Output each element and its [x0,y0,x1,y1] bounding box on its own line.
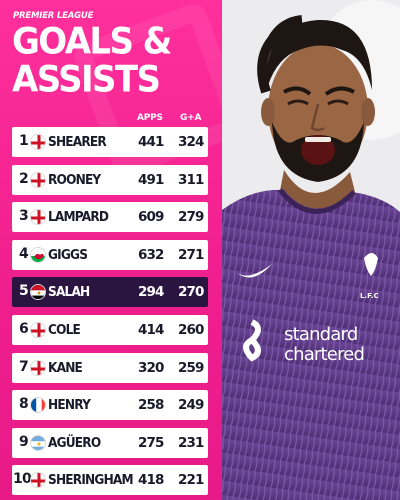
player-ga: 260 [178,321,204,338]
france-flag-icon [30,397,46,414]
player-ga: 249 [178,397,204,414]
player-ga: 271 [178,246,204,263]
player-apps: 491 [138,171,164,188]
table-row: 4 GIGGS 632 271 [12,239,208,270]
player-rank: 9 [19,433,29,450]
table-row: 6 COLE 414 260 [12,314,208,345]
player-apps: 441 [138,134,164,150]
table-row: 1 SHEARER 441 324 [12,127,208,157]
rankings-list: 1 SHEARER 441 324 2 ROONEY 491 311 3 LAMPARD 609 27… [12,127,208,500]
player-ga: 324 [178,134,204,150]
player-name: SHERINGHAM [48,472,134,489]
player-rank: 7 [19,358,29,375]
player-photo: L.F.C standard chartered [222,0,400,500]
player-name: GIGGS [48,246,88,263]
player-apps: 632 [138,246,164,263]
player-rank: 5 [19,283,29,300]
table-row: 8 HENRY 258 249 [12,390,208,421]
player-name: HENRY [48,397,91,414]
england-flag-icon [30,359,46,376]
england-flag-icon [30,209,46,226]
page-title-line-2: ASSISTS [12,57,161,102]
player-ga: 270 [178,284,204,301]
player-apps: 294 [138,284,164,301]
england-flag-icon [30,134,46,150]
player-apps: 258 [138,397,164,414]
table-row: 2 ROONEY 491 311 [12,164,208,195]
wales-flag-icon [30,246,46,263]
england-flag-icon [30,472,46,489]
player-ga: 231 [178,434,204,451]
league-label: PREMIER LEAGUE [13,11,94,21]
table-row: 3 LAMPARD 609 279 [12,202,208,233]
table-row: 5 SALAH 294 270 [12,277,208,308]
player-apps: 414 [138,321,164,338]
player-name: AGÜERO [48,434,101,451]
player-ga: 279 [178,209,204,226]
sponsor-logo-icon [243,319,261,362]
player-apps: 609 [138,209,164,226]
player-rank: 1 [19,133,29,149]
rankings-panel: PREMIER LEAGUE GOALS & ASSISTS APPS G+A … [0,0,222,500]
player-name: COLE [48,321,81,338]
england-flag-icon [30,171,46,188]
sponsor-line-2: chartered [284,344,364,365]
player-name: ROONEY [48,171,101,188]
player-illustration: L.F.C standard chartered [222,0,400,500]
player-name: KANE [48,359,83,376]
player-ga: 311 [178,171,204,188]
player-rank: 4 [19,245,29,262]
player-rank: 10 [13,471,32,488]
player-rank: 8 [19,396,29,413]
argentina-flag-icon [30,434,46,451]
player-apps: 418 [138,472,164,489]
player-apps: 320 [138,359,164,376]
page-title-line-1: GOALS & [12,19,172,64]
player-rank: 2 [19,170,29,187]
player-name: LAMPARD [48,209,109,226]
player-name: SALAH [48,284,90,301]
player-rank: 3 [19,208,29,225]
column-header-apps: APPS [137,113,163,123]
crest-text: L.F.C [360,292,379,300]
column-header-ga: G+A [180,113,202,123]
table-row: 9 AGÜERO 275 231 [12,427,208,458]
table-row: 10 SHERINGHAM 418 221 [12,465,208,496]
sponsor-line-1: standard [284,324,357,345]
table-row: 7 KANE 320 259 [12,352,208,383]
player-apps: 275 [138,434,164,451]
player-ga: 259 [178,359,204,376]
player-name: SHEARER [48,134,107,150]
egypt-flag-icon [30,284,46,301]
player-rank: 6 [19,320,29,337]
england-flag-icon [30,321,46,338]
player-ga: 221 [178,472,204,489]
